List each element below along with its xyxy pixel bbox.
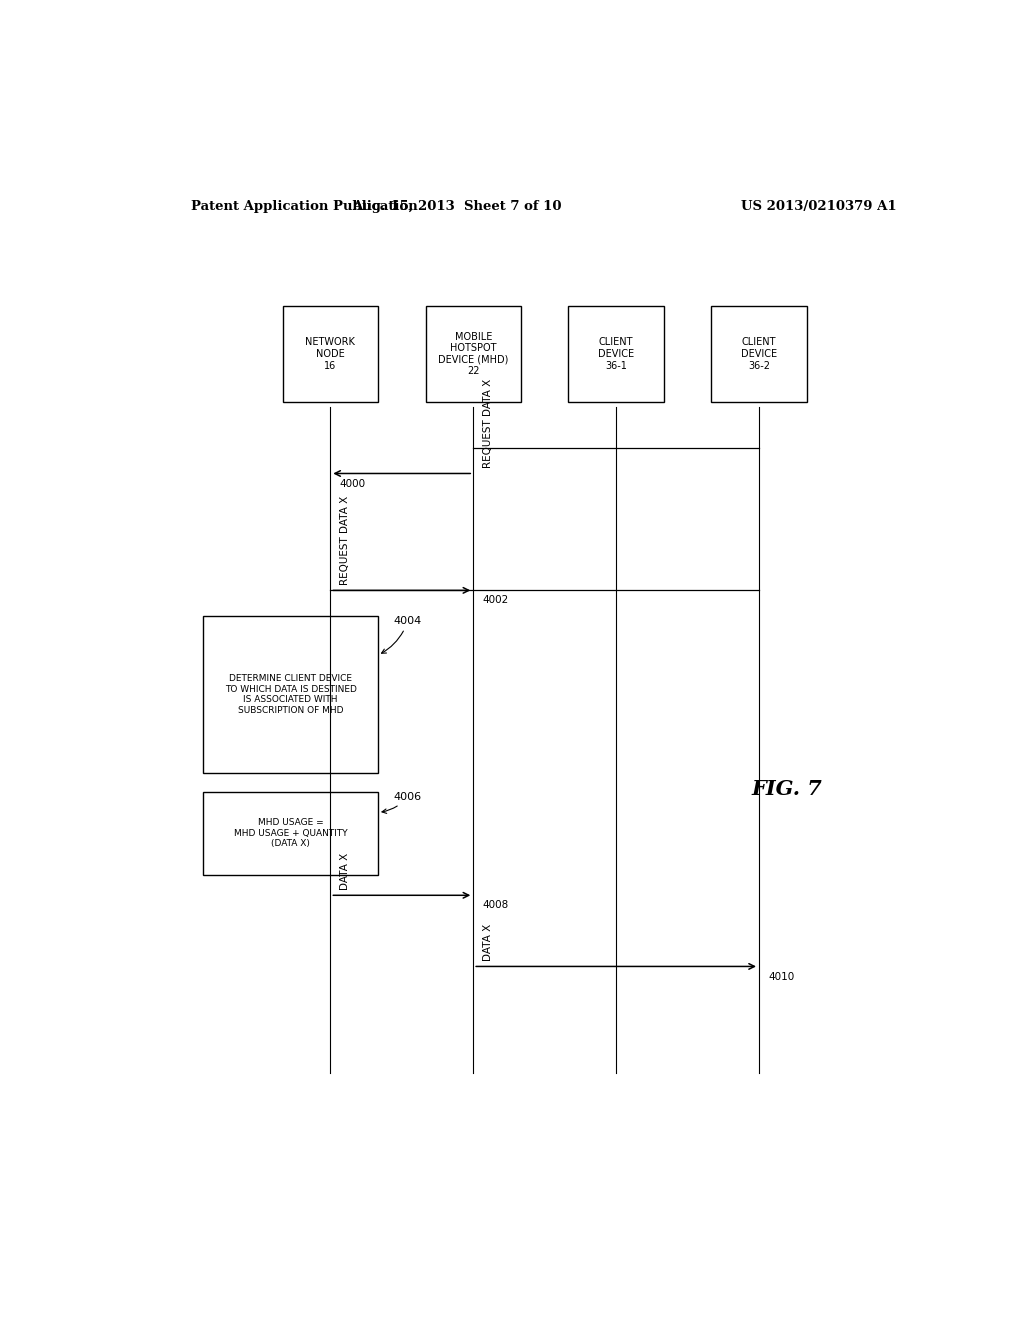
Bar	[204, 615, 378, 774]
Text: 4000: 4000	[340, 479, 366, 488]
Text: 4002: 4002	[482, 595, 509, 606]
Text: DATA X: DATA X	[482, 924, 493, 961]
Text: 4004: 4004	[382, 616, 422, 653]
Text: US 2013/0210379 A1: US 2013/0210379 A1	[740, 199, 896, 213]
Text: 4010: 4010	[768, 972, 795, 982]
Text: 4008: 4008	[482, 900, 509, 911]
Bar	[712, 306, 807, 403]
Text: 4006: 4006	[382, 792, 422, 813]
Bar	[568, 306, 664, 403]
Text: Aug. 15, 2013  Sheet 7 of 10: Aug. 15, 2013 Sheet 7 of 10	[352, 199, 562, 213]
Text: MHD USAGE =
MHD USAGE + QUANTITY
(DATA X): MHD USAGE = MHD USAGE + QUANTITY (DATA X…	[233, 818, 347, 849]
Text: REQUEST DATA X: REQUEST DATA X	[482, 379, 493, 469]
Text: FIG. 7: FIG. 7	[752, 779, 822, 799]
Bar	[204, 792, 378, 875]
Text: DETERMINE CLIENT DEVICE
TO WHICH DATA IS DESTINED
IS ASSOCIATED WITH
SUBSCRIPTIO: DETERMINE CLIENT DEVICE TO WHICH DATA IS…	[224, 675, 356, 714]
Bar	[426, 306, 521, 403]
Text: Patent Application Publication: Patent Application Publication	[191, 199, 418, 213]
Text: MOBILE
HOTSPOT
DEVICE (MHD)
22: MOBILE HOTSPOT DEVICE (MHD) 22	[438, 331, 508, 376]
Text: CLIENT
DEVICE
36-1: CLIENT DEVICE 36-1	[598, 338, 634, 371]
Text: REQUEST DATA X: REQUEST DATA X	[340, 496, 350, 585]
Text: CLIENT
DEVICE
36-2: CLIENT DEVICE 36-2	[740, 338, 777, 371]
Text: NETWORK
NODE
16: NETWORK NODE 16	[305, 338, 355, 371]
Bar	[283, 306, 378, 403]
Text: DATA X: DATA X	[340, 853, 350, 890]
